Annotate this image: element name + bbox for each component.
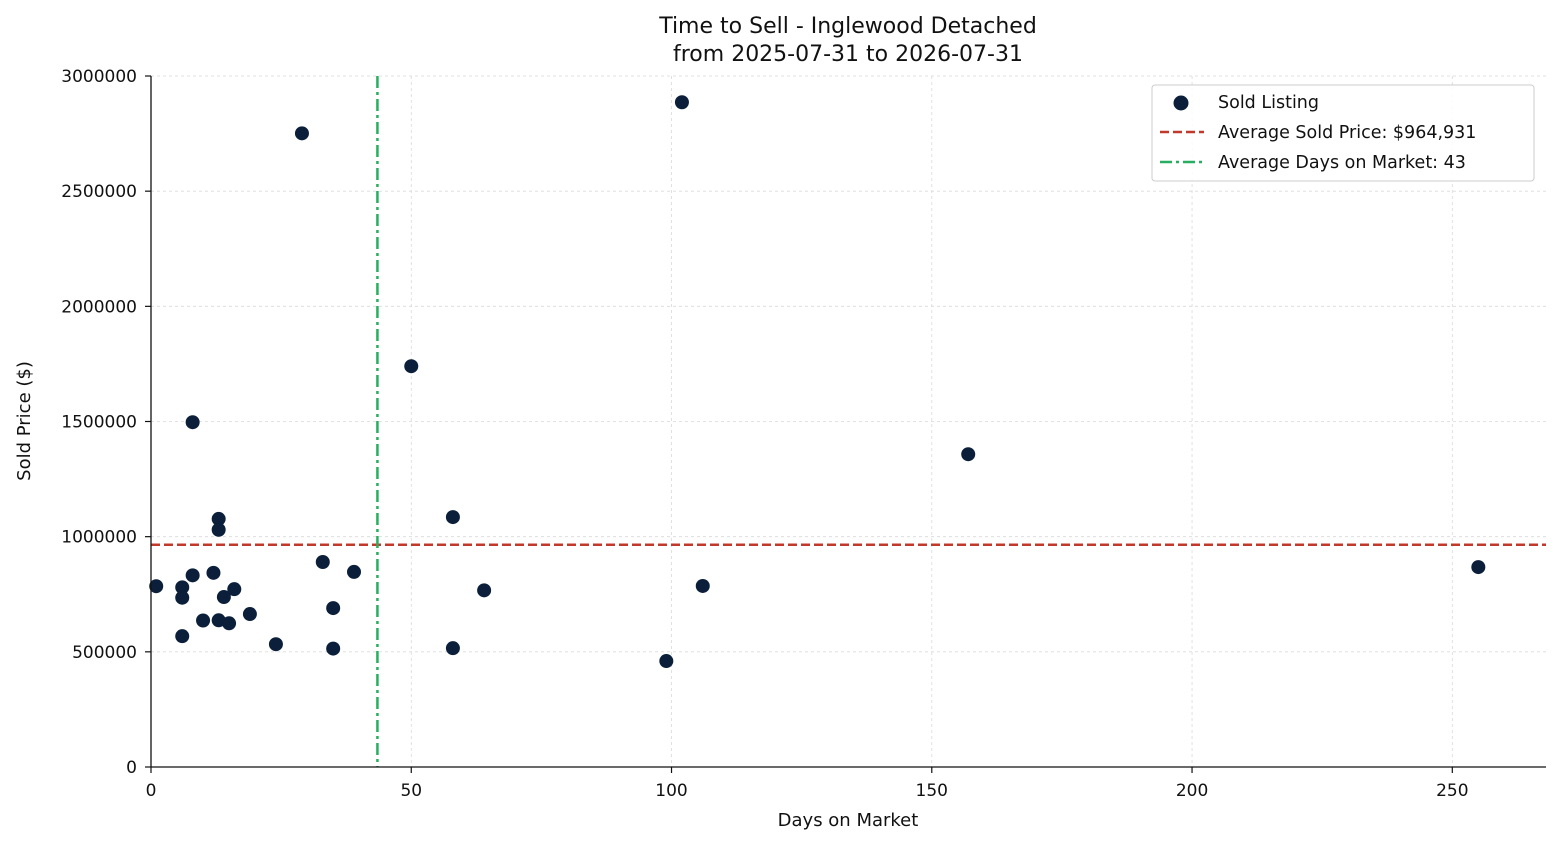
y-tick-label: 0 bbox=[126, 758, 137, 778]
y-tick-label: 1500000 bbox=[61, 413, 137, 433]
y-tick-label: 3000000 bbox=[61, 67, 137, 87]
data-point bbox=[222, 616, 237, 631]
data-point bbox=[674, 95, 689, 110]
legend: Sold Listing Average Sold Price: $964,93… bbox=[1151, 84, 1535, 182]
data-point bbox=[175, 629, 190, 644]
data-point bbox=[659, 654, 674, 669]
scatter-points bbox=[149, 95, 1486, 669]
y-ticks: 0 500000 1000000 1500000 2000000 2500000 30000… bbox=[61, 67, 151, 778]
y-tick-label: 1000000 bbox=[61, 528, 137, 548]
legend-marker-sold-listing bbox=[1173, 95, 1189, 111]
data-point bbox=[175, 590, 190, 605]
data-point bbox=[326, 601, 341, 616]
data-point bbox=[185, 415, 200, 430]
data-point bbox=[196, 613, 211, 628]
data-point bbox=[294, 126, 309, 141]
data-point bbox=[1471, 560, 1486, 575]
data-point bbox=[961, 447, 976, 462]
data-point bbox=[206, 565, 221, 580]
x-tick-label: 50 bbox=[400, 781, 422, 801]
data-point bbox=[477, 583, 492, 598]
x-tick-label: 0 bbox=[146, 781, 157, 801]
data-point bbox=[268, 637, 283, 652]
legend-label-avg-days: Average Days on Market: 43 bbox=[1218, 153, 1466, 173]
data-point bbox=[315, 555, 330, 570]
legend-label-avg-price: Average Sold Price: $964,931 bbox=[1218, 123, 1476, 143]
chart-title: Time to Sell - Inglewood Detached bbox=[658, 14, 1037, 39]
data-point bbox=[216, 590, 231, 605]
x-tick-label: 200 bbox=[1176, 781, 1208, 801]
x-tick-label: 250 bbox=[1436, 781, 1468, 801]
chart-subtitle: from 2025-07-31 to 2026-07-31 bbox=[673, 42, 1023, 67]
data-point bbox=[695, 578, 710, 593]
data-point bbox=[445, 510, 460, 525]
y-tick-label: 500000 bbox=[72, 643, 137, 663]
legend-label-sold-listing: Sold Listing bbox=[1218, 93, 1319, 113]
data-point bbox=[211, 522, 226, 537]
y-axis-label: Sold Price ($) bbox=[14, 361, 35, 481]
x-tick-label: 150 bbox=[916, 781, 948, 801]
legend-box bbox=[1151, 84, 1535, 182]
x-ticks: 0 50 100 150 200 250 bbox=[146, 767, 1469, 801]
y-tick-label: 2500000 bbox=[61, 182, 137, 202]
data-point bbox=[185, 568, 200, 583]
data-point bbox=[149, 579, 164, 594]
data-point bbox=[326, 641, 341, 656]
x-axis-label: Days on Market bbox=[778, 810, 919, 831]
data-point bbox=[242, 607, 257, 622]
data-point bbox=[175, 580, 190, 595]
data-point bbox=[445, 641, 460, 656]
reference-lines bbox=[151, 76, 1546, 767]
x-tick-label: 100 bbox=[655, 781, 687, 801]
data-point bbox=[227, 582, 242, 597]
data-point bbox=[211, 511, 226, 526]
y-tick-label: 2000000 bbox=[61, 297, 137, 317]
data-point bbox=[347, 564, 362, 579]
data-point bbox=[404, 359, 419, 374]
